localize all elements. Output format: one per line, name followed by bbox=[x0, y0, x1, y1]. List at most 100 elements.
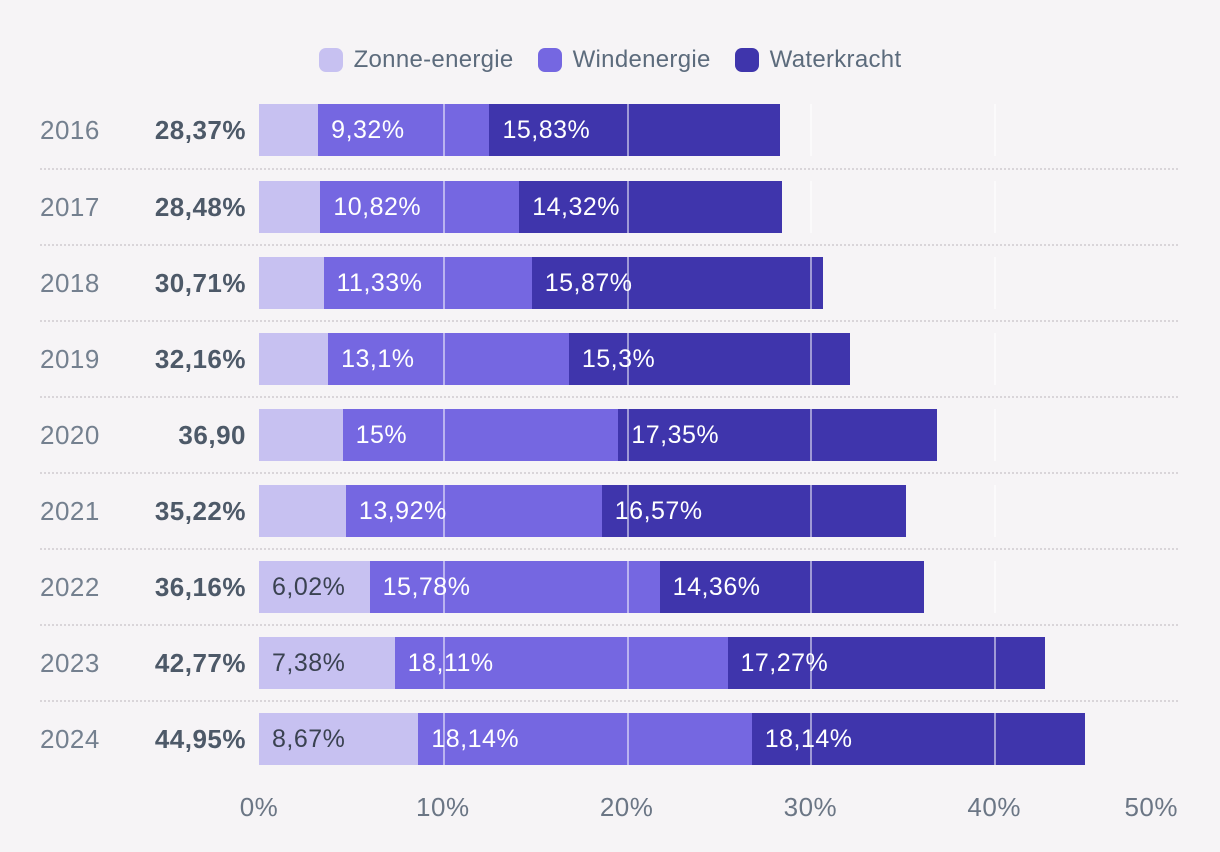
bar-segment-waterkracht[interactable]: 17,35% bbox=[618, 409, 938, 461]
gridline bbox=[994, 181, 997, 233]
total-label: 42,77% bbox=[154, 647, 246, 678]
bar-segment-label: 15,83% bbox=[502, 115, 591, 144]
bar-segment-windenergie[interactable]: 13,1% bbox=[328, 333, 569, 385]
bar-segment-waterkracht[interactable]: 17,27% bbox=[727, 637, 1045, 689]
year-label: 2019 bbox=[40, 343, 100, 374]
bar-segment-waterkracht[interactable]: 14,36% bbox=[659, 561, 924, 613]
bar-segment-zonne-energie[interactable]: 7,38% bbox=[259, 637, 395, 689]
bar-segment-label: 15,3% bbox=[581, 344, 656, 373]
bar-segment-windenergie[interactable]: 9,32% bbox=[318, 104, 490, 156]
bar-segment-zonne-energie[interactable]: 6,02% bbox=[259, 561, 370, 613]
bar-segment-zonne-energie[interactable] bbox=[259, 485, 346, 537]
gridline bbox=[442, 409, 445, 461]
gridline bbox=[626, 637, 629, 689]
bar-segments: 13,1% 15,3% bbox=[259, 333, 1178, 385]
x-axis: 0% 10% 20% 30% 40% 50% bbox=[240, 782, 1178, 832]
gridline bbox=[626, 104, 629, 156]
legend-item-windenergie[interactable]: Windenergie bbox=[537, 46, 711, 74]
bar-segment-zonne-energie[interactable] bbox=[259, 104, 319, 156]
bar-track: 6,02% 15,78% 14,36% bbox=[259, 561, 1178, 613]
gridline bbox=[442, 181, 445, 233]
gridline bbox=[442, 485, 445, 537]
chart-legend: Zonne-energie Windenergie Waterkracht bbox=[0, 0, 1220, 78]
gridline bbox=[442, 561, 445, 613]
chart-rows: 2016 28,37% 9,32% 15,83% 2017 28,48% 10,82% 14,… bbox=[40, 92, 1178, 776]
year-label: 2024 bbox=[40, 723, 100, 754]
axis-tick-label: 20% bbox=[599, 792, 654, 822]
year-label: 2022 bbox=[40, 571, 100, 602]
legend-item-zonne-energie[interactable]: Zonne-energie bbox=[318, 46, 514, 74]
bar-segment-zonne-energie[interactable] bbox=[259, 409, 343, 461]
bar-segment-waterkracht[interactable]: 18,14% bbox=[751, 713, 1086, 765]
gridline bbox=[442, 637, 445, 689]
bar-segments: 15% 17,35% bbox=[259, 409, 1178, 461]
gridline bbox=[994, 713, 997, 765]
year-label: 2016 bbox=[40, 114, 100, 145]
bar-segment-zonne-energie[interactable] bbox=[259, 333, 329, 385]
bar-segment-windenergie[interactable]: 18,14% bbox=[418, 713, 752, 765]
bar-segments: 9,32% 15,83% bbox=[259, 104, 1178, 156]
gridline bbox=[442, 257, 445, 309]
bar-segment-label: 17,27% bbox=[740, 648, 829, 677]
bar-segment-waterkracht[interactable]: 15,83% bbox=[489, 104, 781, 156]
bar-segment-label: 15% bbox=[355, 420, 408, 449]
chart-row: 2021 35,22% 13,92% 16,57% bbox=[40, 472, 1178, 548]
bar-segment-waterkracht[interactable]: 16,57% bbox=[601, 485, 907, 537]
chart-row: 2019 32,16% 13,1% 15,3% bbox=[40, 320, 1178, 396]
legend-swatch-icon bbox=[537, 48, 562, 72]
gridline bbox=[994, 409, 997, 461]
bar-segment-label: 11,33% bbox=[336, 268, 423, 297]
bar-segment-label: 13,92% bbox=[358, 496, 447, 525]
bar-segment-label: 18,14% bbox=[764, 724, 853, 753]
gridline bbox=[626, 485, 629, 537]
gridline bbox=[810, 181, 813, 233]
total-label: 28,37% bbox=[154, 114, 246, 145]
chart-row: 2017 28,48% 10,82% 14,32% bbox=[40, 168, 1178, 244]
bar-segment-label: 10,82% bbox=[333, 192, 422, 221]
axis-tick-label: 10% bbox=[416, 792, 470, 822]
bar-segment-waterkracht[interactable]: 15,3% bbox=[568, 333, 851, 385]
bar-segment-windenergie[interactable]: 15,78% bbox=[369, 561, 660, 613]
gridline bbox=[994, 333, 997, 385]
total-label: 35,22% bbox=[154, 495, 246, 526]
bar-track: 7,38% 18,11% 17,27% bbox=[259, 637, 1178, 689]
gridline bbox=[810, 485, 813, 537]
bar-segment-windenergie[interactable]: 10,82% bbox=[320, 181, 520, 233]
gridline bbox=[626, 409, 629, 461]
legend-label: Waterkracht bbox=[769, 46, 902, 73]
bar-segment-label: 7,38% bbox=[272, 648, 346, 677]
legend-label: Zonne-energie bbox=[353, 46, 514, 73]
chart-row: 2018 30,71% 11,33% 15,87% bbox=[40, 244, 1178, 320]
bar-segment-windenergie[interactable]: 15% bbox=[342, 409, 619, 461]
bar-segment-windenergie[interactable]: 18,11% bbox=[394, 637, 728, 689]
bar-segments: 6,02% 15,78% 14,36% bbox=[259, 561, 1178, 613]
bar-segment-label: 16,57% bbox=[614, 496, 703, 525]
bar-track: 9,32% 15,83% bbox=[259, 104, 1178, 156]
bar-segment-label: 14,36% bbox=[672, 572, 761, 601]
legend-label: Windenergie bbox=[572, 46, 711, 73]
chart-row: 2024 44,95% 8,67% 18,14% 18,14% bbox=[40, 700, 1178, 776]
bar-segment-label: 6,02% bbox=[272, 572, 346, 601]
bar-track: 15% 17,35% bbox=[259, 409, 1178, 461]
bar-segment-label: 15,78% bbox=[382, 572, 471, 601]
gridline bbox=[626, 561, 629, 613]
bar-segments: 10,82% 14,32% bbox=[259, 181, 1178, 233]
chart-row: 2016 28,37% 9,32% 15,83% bbox=[40, 92, 1178, 168]
bar-segment-windenergie[interactable]: 13,92% bbox=[345, 485, 602, 537]
bar-segment-zonne-energie[interactable] bbox=[259, 257, 324, 309]
bar-segment-windenergie[interactable]: 11,33% bbox=[323, 257, 532, 309]
bar-segment-label: 17,35% bbox=[631, 420, 720, 449]
gridline bbox=[626, 181, 629, 233]
axis-tick-label: 0% bbox=[239, 792, 279, 822]
gridline bbox=[994, 104, 997, 156]
bar-segment-zonne-energie[interactable]: 8,67% bbox=[259, 713, 419, 765]
bar-segment-waterkracht[interactable]: 15,87% bbox=[531, 257, 824, 309]
legend-item-waterkracht[interactable]: Waterkracht bbox=[734, 46, 902, 74]
year-label: 2021 bbox=[40, 495, 100, 526]
bar-segment-zonne-energie[interactable] bbox=[259, 181, 321, 233]
gridline bbox=[810, 637, 813, 689]
total-label: 44,95% bbox=[154, 723, 246, 754]
bar-segment-waterkracht[interactable]: 14,32% bbox=[519, 181, 783, 233]
bar-segments: 11,33% 15,87% bbox=[259, 257, 1178, 309]
chart-row: 2020 36,90 15% 17,35% bbox=[40, 396, 1178, 472]
